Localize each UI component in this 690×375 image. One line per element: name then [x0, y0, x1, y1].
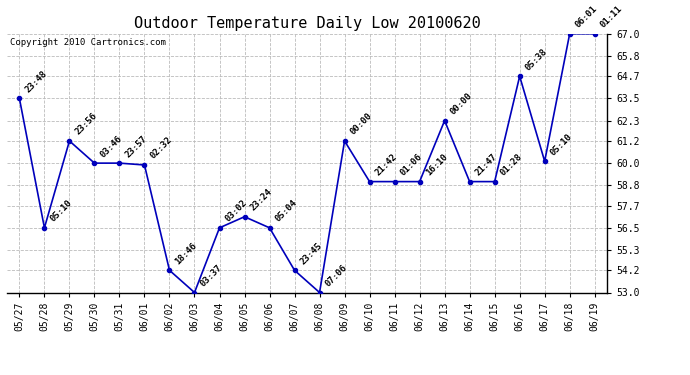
Text: 05:04: 05:04 — [274, 198, 299, 223]
Text: 23:48: 23:48 — [23, 69, 49, 94]
Text: 16:10: 16:10 — [424, 152, 449, 177]
Text: 23:45: 23:45 — [299, 241, 324, 266]
Text: 01:11: 01:11 — [599, 4, 624, 30]
Text: 03:46: 03:46 — [99, 134, 124, 159]
Text: 00:00: 00:00 — [348, 111, 374, 137]
Text: 05:10: 05:10 — [549, 132, 574, 157]
Text: 23:56: 23:56 — [74, 111, 99, 137]
Text: 01:28: 01:28 — [499, 152, 524, 177]
Text: 00:00: 00:00 — [448, 91, 474, 117]
Text: 23:24: 23:24 — [248, 187, 274, 213]
Text: 03:37: 03:37 — [199, 263, 224, 288]
Text: Copyright 2010 Cartronics.com: Copyright 2010 Cartronics.com — [10, 38, 166, 46]
Title: Outdoor Temperature Daily Low 20100620: Outdoor Temperature Daily Low 20100620 — [134, 16, 480, 31]
Text: 21:42: 21:42 — [374, 152, 399, 177]
Text: 23:57: 23:57 — [124, 134, 149, 159]
Text: 05:38: 05:38 — [524, 47, 549, 72]
Text: 05:10: 05:10 — [48, 198, 74, 223]
Text: 21:47: 21:47 — [474, 152, 499, 177]
Text: 02:32: 02:32 — [148, 135, 174, 161]
Text: 01:06: 01:06 — [399, 152, 424, 177]
Text: 06:01: 06:01 — [574, 4, 599, 30]
Text: 07:06: 07:06 — [324, 263, 349, 288]
Text: 03:02: 03:02 — [224, 198, 249, 223]
Text: 18:46: 18:46 — [174, 241, 199, 266]
